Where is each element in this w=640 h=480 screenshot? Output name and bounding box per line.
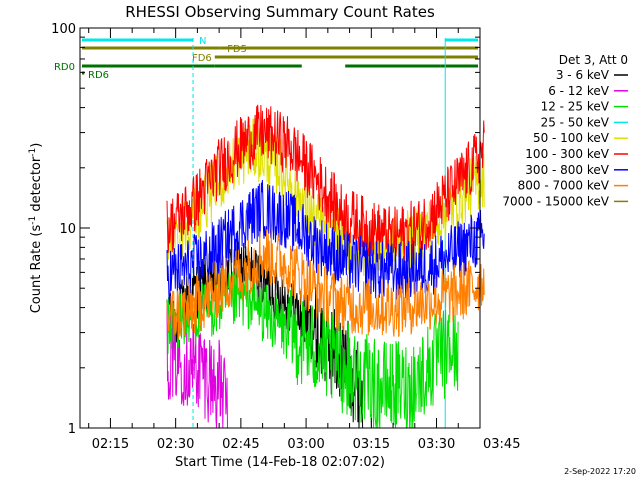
x-tick-label: 02:30 bbox=[157, 437, 194, 452]
y-axis-label-sup-2: -1 bbox=[28, 148, 38, 157]
legend-label: 6 - 12 keV bbox=[548, 84, 610, 98]
series-lines bbox=[166, 104, 485, 429]
flag-bars: N FD5 FD6 RD0 RD6 bbox=[54, 36, 478, 81]
flag-label: FD6 bbox=[192, 53, 212, 64]
x-axis-label: Start Time (14-Feb-18 02:07:02) bbox=[175, 455, 385, 470]
date-stamp: 2-Sep-2022 17:20 bbox=[564, 467, 636, 476]
flag-label: RD6 bbox=[88, 70, 109, 81]
legend-label: 3 - 6 keV bbox=[556, 68, 610, 82]
legend-label: 50 - 100 keV bbox=[533, 131, 610, 145]
y-tick-label: 10 bbox=[59, 222, 76, 237]
legend-header: Det 3, Att 0 bbox=[559, 53, 628, 67]
series-line bbox=[166, 306, 228, 429]
legend-label: 25 - 50 keV bbox=[541, 115, 610, 129]
series-line bbox=[166, 227, 485, 339]
x-tick-label: 03:45 bbox=[483, 437, 520, 452]
x-tick-label: 03:30 bbox=[418, 437, 455, 452]
flag-label: RD0 bbox=[54, 62, 75, 73]
y-axis-label: Count Rate (s-1 detector-1) bbox=[28, 143, 44, 314]
flag-label: FD5 bbox=[227, 44, 247, 55]
y-axis-label-sup-1: -1 bbox=[28, 216, 38, 225]
flag-label: N bbox=[199, 36, 206, 47]
chart-title: RHESSI Observing Summary Count Rates bbox=[125, 3, 435, 21]
y-axis-label-end: ) bbox=[29, 143, 44, 148]
series-line bbox=[166, 104, 485, 263]
legend-label: 300 - 800 keV bbox=[525, 163, 609, 177]
y-tick-label: 1 bbox=[68, 422, 76, 437]
y-tick-label: 100 bbox=[51, 22, 76, 37]
y-axis-label-base: Count Rate (s bbox=[29, 225, 44, 314]
x-tick-label: 02:45 bbox=[222, 437, 259, 452]
legend-label: 12 - 25 keV bbox=[541, 100, 610, 114]
series-line bbox=[166, 179, 485, 305]
y-axis-label-mid: detector bbox=[29, 156, 44, 216]
axes: 1 10 100 02:15 02:30 02:45 03:00 03:15 03:30 03:4… bbox=[51, 22, 520, 452]
x-tick-label: 02:15 bbox=[92, 437, 129, 452]
x-tick-label: 03:00 bbox=[287, 437, 324, 452]
legend-label: 7000 - 15000 keV bbox=[502, 194, 609, 208]
legend-label: 800 - 7000 keV bbox=[518, 179, 610, 193]
legend-label: 100 - 300 keV bbox=[525, 147, 609, 161]
x-tick-label: 03:15 bbox=[353, 437, 390, 452]
